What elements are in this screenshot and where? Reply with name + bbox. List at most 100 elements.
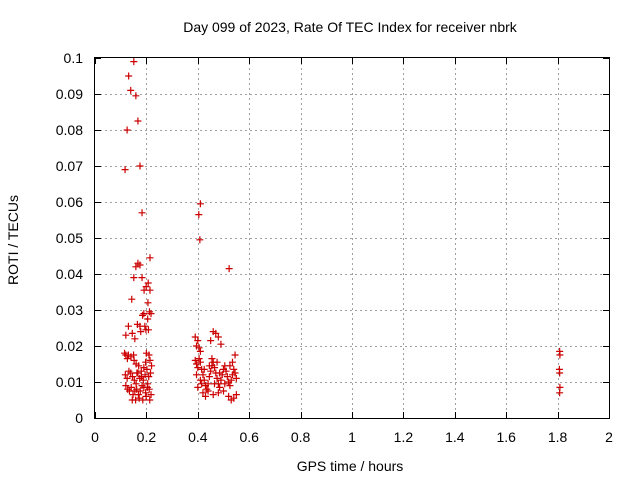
data-point xyxy=(139,376,147,384)
y-tick-label: 0.04 xyxy=(56,266,83,282)
data-point xyxy=(205,373,213,381)
data-point xyxy=(136,387,144,395)
data-point xyxy=(130,58,138,66)
data-point xyxy=(231,351,239,359)
data-point xyxy=(144,326,152,334)
data-point xyxy=(196,358,204,366)
y-axis-label: ROTI / TECUs xyxy=(5,195,21,285)
x-tick-label: 1.8 xyxy=(548,429,568,445)
data-point xyxy=(207,367,215,375)
data-point xyxy=(225,265,233,273)
data-point xyxy=(129,373,137,381)
data-point xyxy=(142,283,150,291)
y-tick-label: 0.1 xyxy=(64,50,84,66)
data-point xyxy=(214,333,222,341)
data-point xyxy=(123,126,131,134)
chart-title: Day 099 of 2023, Rate Of TEC Index for r… xyxy=(183,19,518,35)
x-tick-label: 0.4 xyxy=(188,429,208,445)
data-point xyxy=(146,396,154,404)
x-axis-label: GPS time / hours xyxy=(297,458,404,474)
data-point xyxy=(232,374,240,382)
data-point xyxy=(199,389,207,397)
y-tick-label: 0 xyxy=(75,410,83,426)
data-point xyxy=(130,356,138,364)
data-point xyxy=(196,376,204,384)
data-point xyxy=(127,383,135,391)
data-point xyxy=(195,211,203,219)
data-point xyxy=(122,331,130,339)
data-point xyxy=(125,72,133,80)
data-point xyxy=(213,374,221,382)
x-tick-label: 1 xyxy=(348,429,356,445)
data-point xyxy=(123,355,131,363)
y-tick-label: 0.01 xyxy=(56,374,83,390)
data-point xyxy=(194,383,202,391)
data-point xyxy=(145,373,153,381)
data-point xyxy=(147,391,155,399)
data-point xyxy=(196,200,204,208)
data-point xyxy=(125,367,133,375)
data-point xyxy=(216,383,224,391)
data-point xyxy=(144,315,152,323)
x-tick-label: 1.6 xyxy=(496,429,516,445)
x-tick-labels: 0 0.2 0.4 0.6 0.8 1 1.2 1.4 1.6 1.8 2 xyxy=(91,429,613,445)
data-point xyxy=(138,373,146,381)
data-points xyxy=(121,58,564,404)
data-point xyxy=(141,322,149,330)
data-point xyxy=(196,236,204,244)
data-point xyxy=(144,299,152,307)
x-tick-label: 2 xyxy=(605,429,613,445)
data-point xyxy=(217,340,225,348)
x-tick-label: 0 xyxy=(91,429,99,445)
data-point xyxy=(132,396,140,404)
x-tick-label: 0.6 xyxy=(239,429,259,445)
data-point xyxy=(191,356,199,364)
data-point xyxy=(134,391,142,399)
data-point xyxy=(132,92,140,100)
data-point xyxy=(221,380,229,388)
y-tick-labels: 0 0.01 0.02 0.03 0.04 0.05 0.06 0.07 0.08 0.09 0.1 xyxy=(56,50,83,426)
data-point xyxy=(204,387,212,395)
data-point xyxy=(136,162,144,170)
data-point xyxy=(191,333,199,341)
y-tick-label: 0.03 xyxy=(56,302,83,318)
data-point xyxy=(214,389,222,397)
data-point xyxy=(146,254,154,262)
y-tick-label: 0.02 xyxy=(56,338,83,354)
data-point xyxy=(134,117,142,125)
data-point xyxy=(138,382,146,390)
x-tick-label: 1.2 xyxy=(394,429,414,445)
data-point xyxy=(143,365,151,373)
data-point xyxy=(124,322,132,330)
data-point xyxy=(146,356,154,364)
data-point xyxy=(144,279,152,287)
data-point xyxy=(211,364,219,372)
data-point xyxy=(124,385,132,393)
data-point xyxy=(556,351,564,359)
data-point xyxy=(147,369,155,377)
data-point xyxy=(204,380,212,388)
data-point xyxy=(123,374,131,382)
data-point xyxy=(128,329,136,337)
data-point xyxy=(137,328,145,336)
data-point xyxy=(227,376,235,384)
data-point xyxy=(213,358,221,366)
data-point xyxy=(145,351,153,359)
data-point xyxy=(194,337,202,345)
data-point xyxy=(147,310,155,318)
data-point xyxy=(127,369,135,377)
data-point xyxy=(223,373,231,381)
data-point xyxy=(203,385,211,393)
y-tick-label: 0.06 xyxy=(56,194,83,210)
data-point xyxy=(121,371,129,379)
data-point xyxy=(217,376,225,384)
y-tick-label: 0.08 xyxy=(56,122,83,138)
data-point xyxy=(225,392,233,400)
x-tick-label: 1.4 xyxy=(445,429,465,445)
data-point xyxy=(226,362,234,370)
data-point xyxy=(230,394,238,402)
data-point xyxy=(199,371,207,379)
data-point xyxy=(209,391,217,399)
data-point xyxy=(136,261,144,269)
